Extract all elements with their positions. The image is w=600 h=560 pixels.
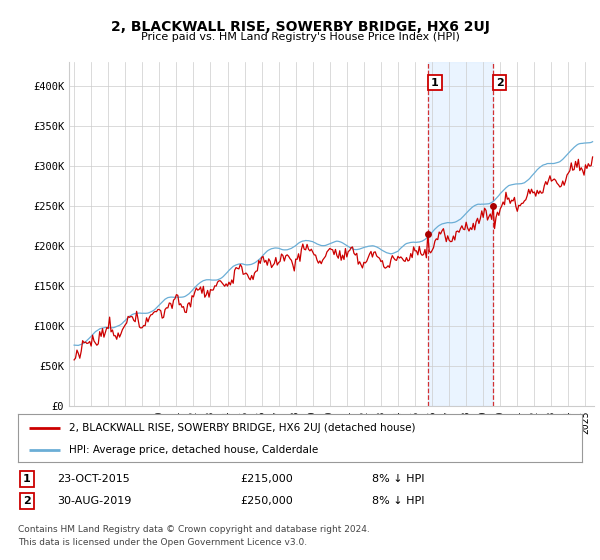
Text: 8% ↓ HPI: 8% ↓ HPI xyxy=(372,474,425,484)
Text: Price paid vs. HM Land Registry's House Price Index (HPI): Price paid vs. HM Land Registry's House … xyxy=(140,32,460,42)
Text: 1: 1 xyxy=(23,474,31,484)
Text: HPI: Average price, detached house, Calderdale: HPI: Average price, detached house, Cald… xyxy=(69,445,318,455)
Text: £250,000: £250,000 xyxy=(240,496,293,506)
Text: 2: 2 xyxy=(23,496,31,506)
Text: £215,000: £215,000 xyxy=(240,474,293,484)
Text: 30-AUG-2019: 30-AUG-2019 xyxy=(57,496,131,506)
Text: 2, BLACKWALL RISE, SOWERBY BRIDGE, HX6 2UJ (detached house): 2, BLACKWALL RISE, SOWERBY BRIDGE, HX6 2… xyxy=(69,423,415,433)
Text: 2: 2 xyxy=(496,78,503,87)
Text: This data is licensed under the Open Government Licence v3.0.: This data is licensed under the Open Gov… xyxy=(18,538,307,547)
Text: 8% ↓ HPI: 8% ↓ HPI xyxy=(372,496,425,506)
Text: 1: 1 xyxy=(431,78,439,87)
Text: 23-OCT-2015: 23-OCT-2015 xyxy=(57,474,130,484)
Text: Contains HM Land Registry data © Crown copyright and database right 2024.: Contains HM Land Registry data © Crown c… xyxy=(18,525,370,534)
Bar xyxy=(428,62,493,406)
Text: 2, BLACKWALL RISE, SOWERBY BRIDGE, HX6 2UJ: 2, BLACKWALL RISE, SOWERBY BRIDGE, HX6 2… xyxy=(110,20,490,34)
